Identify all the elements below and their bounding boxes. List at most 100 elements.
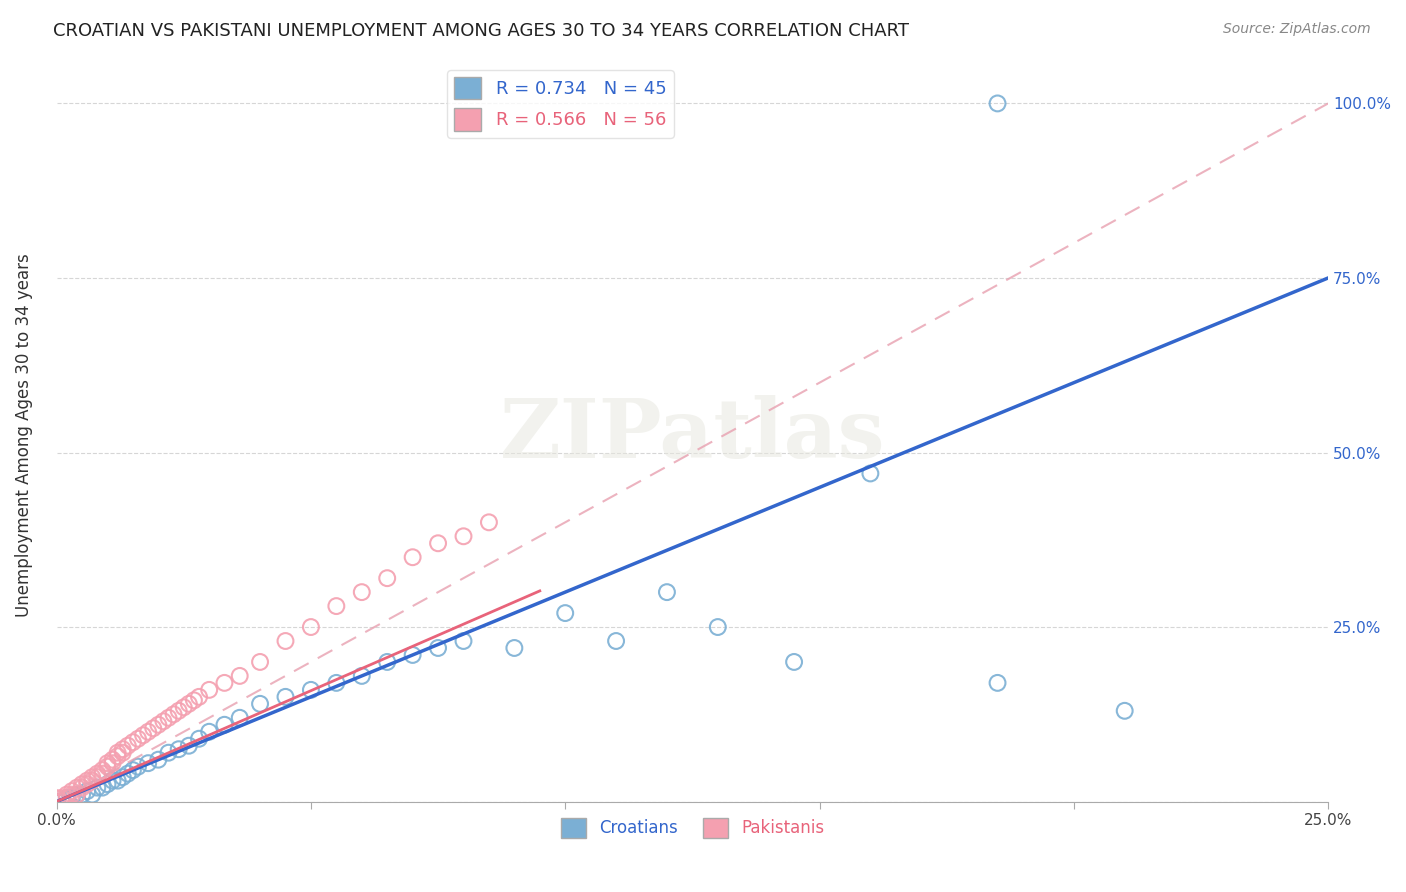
Point — [148, 718, 170, 732]
Point — [299, 620, 322, 634]
Text: CROATIAN VS PAKISTANI UNEMPLOYMENT AMONG AGES 30 TO 34 YEARS CORRELATION CHART: CROATIAN VS PAKISTANI UNEMPLOYMENT AMONG… — [53, 22, 910, 40]
Point — [70, 777, 93, 791]
Point — [198, 682, 221, 697]
Point — [167, 704, 190, 718]
Point — [117, 766, 139, 780]
Point — [136, 724, 159, 739]
Point — [55, 788, 77, 802]
Y-axis label: Unemployment Among Ages 30 to 34 years: Unemployment Among Ages 30 to 34 years — [15, 253, 32, 617]
Point — [503, 640, 526, 655]
Point — [986, 96, 1008, 111]
Point — [107, 746, 129, 760]
Point — [188, 690, 211, 704]
Point — [111, 742, 134, 756]
Point — [783, 655, 806, 669]
Point — [214, 676, 236, 690]
Point — [55, 791, 77, 805]
Point — [177, 697, 200, 711]
Point — [148, 753, 170, 767]
Point — [66, 780, 89, 795]
Point — [91, 763, 114, 777]
Point — [274, 690, 297, 704]
Point — [101, 753, 124, 767]
Point — [45, 791, 67, 805]
Point — [325, 599, 347, 613]
Point — [60, 784, 83, 798]
Point — [152, 714, 174, 729]
Point — [66, 788, 89, 802]
Point — [707, 620, 730, 634]
Point — [86, 770, 108, 784]
Point — [228, 669, 250, 683]
Point — [60, 788, 83, 802]
Point — [249, 697, 271, 711]
Point — [198, 724, 221, 739]
Point — [82, 773, 104, 788]
Point — [76, 773, 98, 788]
Point — [427, 640, 450, 655]
Point — [66, 788, 89, 802]
Point — [86, 780, 108, 795]
Point — [986, 676, 1008, 690]
Point — [173, 700, 195, 714]
Point — [299, 682, 322, 697]
Point — [214, 718, 236, 732]
Point — [157, 711, 180, 725]
Point — [401, 648, 423, 662]
Point — [51, 795, 73, 809]
Point — [177, 739, 200, 753]
Point — [127, 759, 149, 773]
Point — [101, 756, 124, 771]
Point — [375, 571, 398, 585]
Point — [107, 773, 129, 788]
Point — [274, 634, 297, 648]
Point — [127, 731, 149, 746]
Point — [45, 795, 67, 809]
Point — [96, 756, 118, 771]
Point — [101, 773, 124, 788]
Point — [655, 585, 678, 599]
Point — [605, 634, 627, 648]
Point — [350, 585, 373, 599]
Point — [188, 731, 211, 746]
Point — [478, 516, 501, 530]
Point — [70, 788, 93, 802]
Point — [45, 795, 67, 809]
Point — [554, 606, 576, 620]
Point — [111, 746, 134, 760]
Point — [117, 739, 139, 753]
Point — [82, 788, 104, 802]
Point — [228, 711, 250, 725]
Point — [51, 791, 73, 805]
Point — [111, 770, 134, 784]
Point — [859, 467, 882, 481]
Point — [375, 655, 398, 669]
Point — [453, 529, 475, 543]
Point — [60, 791, 83, 805]
Point — [142, 721, 165, 735]
Point — [132, 728, 155, 742]
Point — [76, 777, 98, 791]
Point — [107, 749, 129, 764]
Point — [55, 791, 77, 805]
Point — [183, 693, 205, 707]
Point — [453, 634, 475, 648]
Point — [76, 784, 98, 798]
Point — [136, 756, 159, 771]
Point — [157, 746, 180, 760]
Point — [91, 780, 114, 795]
Legend: Croatians, Pakistanis: Croatians, Pakistanis — [554, 811, 831, 845]
Point — [350, 669, 373, 683]
Point — [82, 770, 104, 784]
Point — [96, 777, 118, 791]
Point — [91, 766, 114, 780]
Point — [122, 735, 145, 749]
Point — [70, 780, 93, 795]
Point — [122, 763, 145, 777]
Point — [51, 795, 73, 809]
Point — [167, 742, 190, 756]
Point — [401, 550, 423, 565]
Point — [427, 536, 450, 550]
Point — [249, 655, 271, 669]
Point — [162, 707, 184, 722]
